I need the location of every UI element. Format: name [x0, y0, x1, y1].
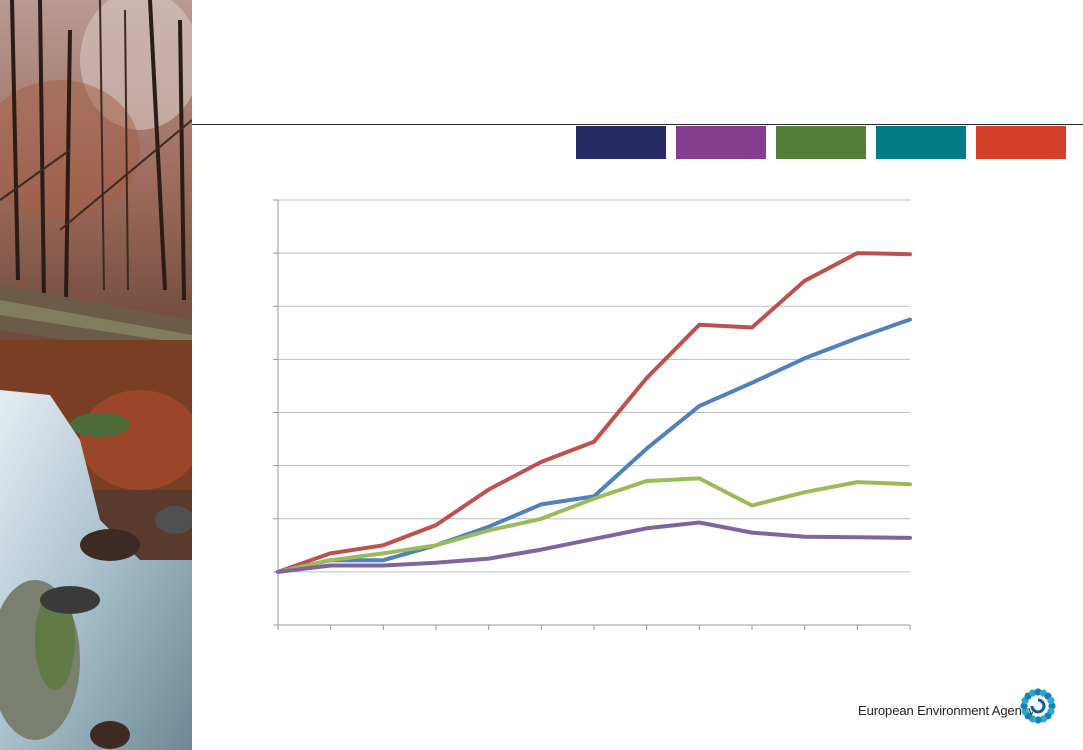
- color-swatch-red: [976, 126, 1066, 159]
- color-swatch-navy: [576, 126, 666, 159]
- color-swatch-purple: [676, 126, 766, 159]
- header-rule: [192, 124, 1083, 125]
- series-line-4: [276, 520, 912, 574]
- logo-ray: [1048, 702, 1056, 710]
- eea-logo: European Environment Agency: [858, 686, 1058, 730]
- logo-ray: [1034, 716, 1042, 724]
- series-line-3: [276, 476, 912, 574]
- logo-ray: [1047, 697, 1055, 705]
- logo-ray: [1020, 702, 1028, 710]
- logo-ray: [1029, 689, 1037, 697]
- color-swatch-teal: [876, 126, 966, 159]
- forest-stream-photo: [0, 0, 192, 750]
- series-line-1: [276, 251, 912, 574]
- eea-sun-logo-icon: [1020, 688, 1056, 724]
- logo-text: European Environment Agency: [858, 703, 1035, 718]
- color-swatch-green: [776, 126, 866, 159]
- logo-ray: [1021, 707, 1029, 715]
- logo-ray: [1039, 715, 1047, 723]
- series-line-2: [276, 317, 912, 574]
- logo-ray: [1034, 688, 1042, 696]
